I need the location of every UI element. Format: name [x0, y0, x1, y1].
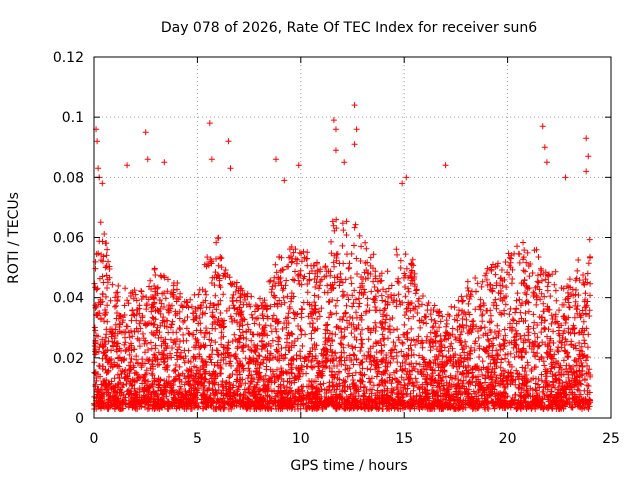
data-point	[281, 177, 288, 184]
data-point	[351, 102, 358, 109]
y-axis-label: ROTI / TECUs	[6, 192, 22, 284]
data-point	[543, 159, 550, 166]
data-point	[332, 126, 339, 133]
y-tick-label: 0	[75, 411, 84, 427]
data-point	[353, 126, 360, 133]
data-point	[583, 168, 590, 175]
data-point	[330, 117, 337, 124]
data-point	[144, 156, 151, 163]
x-tick-label: 15	[395, 431, 413, 447]
data-point	[161, 159, 168, 166]
data-point	[332, 147, 339, 154]
x-tick-label: 5	[193, 431, 202, 447]
x-tick-label: 25	[602, 431, 620, 447]
data-point	[295, 162, 302, 169]
x-axis-label: GPS time / hours	[290, 458, 407, 474]
scatter-points	[91, 216, 594, 412]
x-tick-label: 0	[90, 431, 99, 447]
data-point	[225, 138, 232, 145]
data-point	[403, 174, 410, 181]
data-point	[124, 162, 131, 169]
y-tick-label: 0.12	[53, 50, 84, 66]
axes	[93, 56, 612, 419]
data-point	[208, 156, 215, 163]
data-point	[94, 138, 101, 145]
data-point	[539, 123, 546, 130]
data-point	[341, 159, 348, 166]
data-point	[585, 153, 592, 160]
data-point	[99, 180, 106, 187]
y-axis-ticks: 0 0.02 0.04 0.06 0.08 0.1 0.12	[53, 50, 611, 427]
data-point	[206, 120, 213, 127]
y-tick-label: 0.06	[53, 231, 84, 247]
plot-frame	[93, 56, 612, 419]
chart-title: Day 078 of 2026, Rate Of TEC Index for r…	[161, 20, 537, 36]
y-tick-label: 0.08	[53, 170, 84, 186]
data-point	[442, 162, 449, 169]
y-tick-label: 0.1	[62, 110, 84, 126]
x-tick-label: 20	[499, 431, 517, 447]
data-point	[562, 174, 569, 181]
y-tick-label: 0.04	[53, 291, 84, 307]
data-points	[91, 102, 594, 412]
data-point	[142, 129, 149, 136]
y-tick-label: 0.02	[53, 351, 84, 367]
data-point	[541, 144, 548, 151]
data-point	[95, 165, 102, 172]
data-point	[583, 135, 590, 142]
x-tick-label: 10	[292, 431, 310, 447]
grid-lines	[94, 57, 611, 418]
x-axis-ticks: 0 5 10 15 20 25	[90, 57, 620, 447]
data-point	[227, 165, 234, 172]
data-point	[272, 156, 279, 163]
data-point	[399, 180, 406, 187]
data-point	[351, 141, 358, 148]
